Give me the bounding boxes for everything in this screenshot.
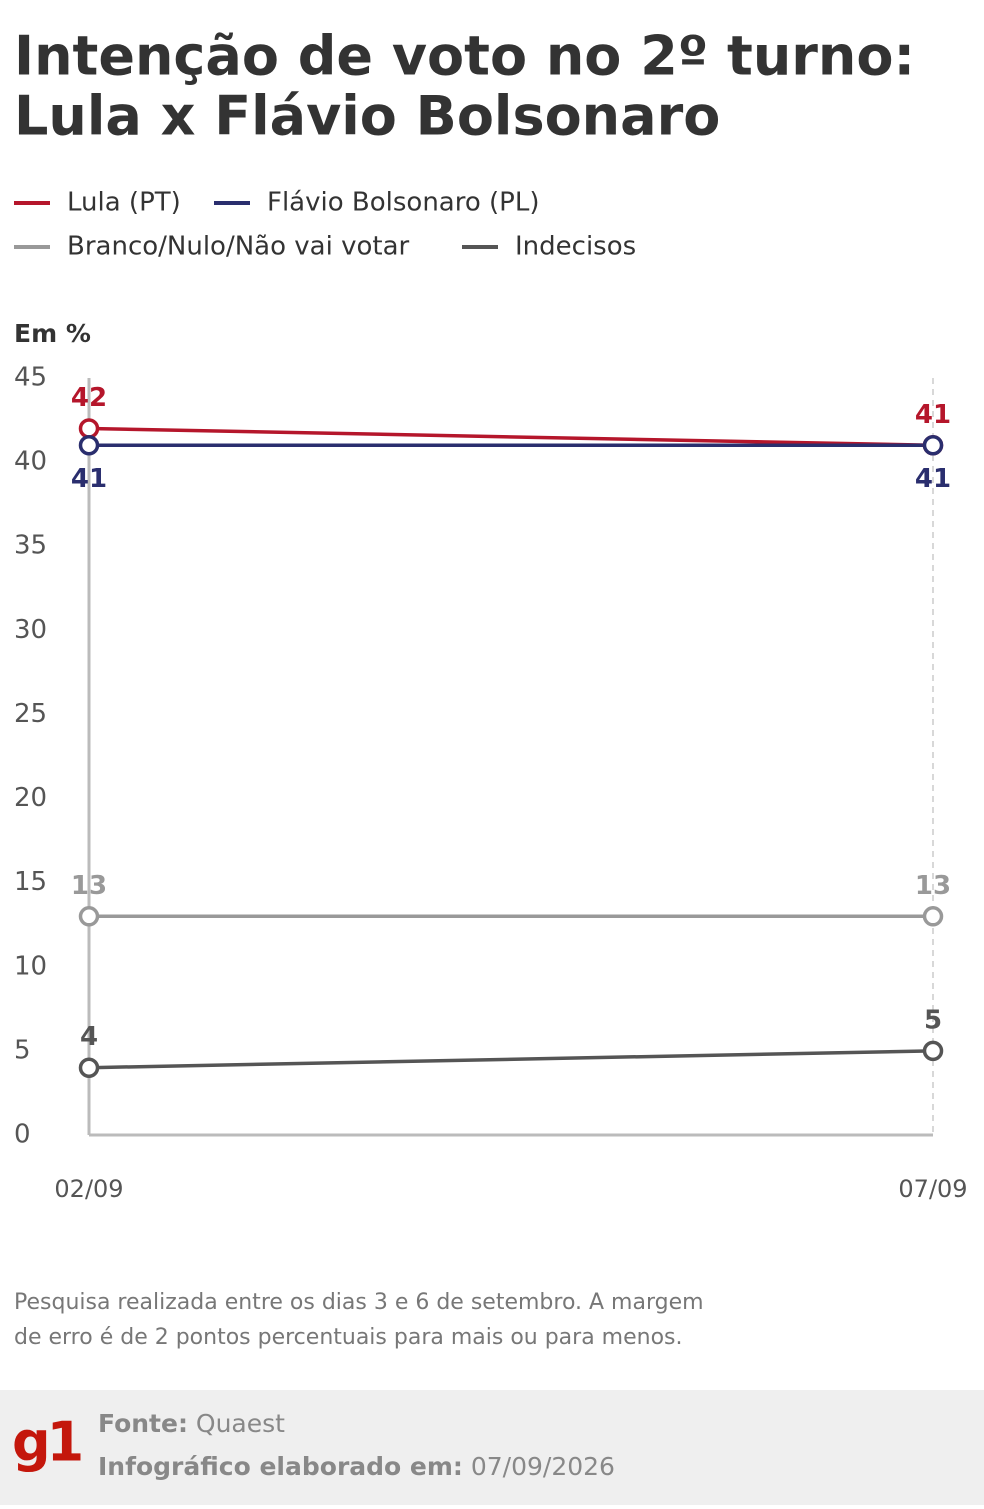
point (78, 435, 100, 456)
y-tick-label: 35 (14, 531, 47, 561)
y-tick-label: 15 (14, 867, 47, 897)
date-label: Infográfico elaborado em: (98, 1452, 463, 1481)
source-value: Quaest (196, 1409, 285, 1438)
legend-label: Lula (PT) (67, 188, 181, 218)
series-line (88, 1049, 934, 1070)
footer-band (0, 1390, 984, 1505)
data-label: 41 (71, 464, 107, 494)
legend-label: Flávio Bolsonaro (PL) (267, 188, 539, 218)
point (78, 1057, 100, 1078)
data-label: 41 (915, 464, 951, 494)
point (922, 1040, 944, 1062)
y-axis-label: Em % (14, 319, 91, 348)
y-tick-label: 20 (14, 783, 47, 813)
data-label: 42 (71, 383, 107, 413)
x-tick-label: 07/09 (898, 1175, 967, 1203)
point (922, 906, 944, 927)
data-label: 41 (915, 400, 951, 430)
series-line (88, 426, 934, 448)
legend-label: Indecisos (515, 232, 636, 262)
x-tick-label: 02/09 (54, 1175, 123, 1203)
data-label: 5 (924, 1005, 942, 1035)
note: de erro é de 2 pontos percentuais para m… (14, 1325, 683, 1350)
data-label: 4 (80, 1022, 98, 1052)
note: Pesquisa realizada entre os dias 3 e 6 d… (14, 1290, 704, 1315)
logo: g1 (12, 1411, 81, 1474)
y-tick-label: 5 (14, 1035, 31, 1065)
chart-title: Intenção de voto no 2º turno: (14, 25, 915, 88)
data-label: 13 (71, 871, 107, 901)
point (78, 906, 100, 927)
y-tick-label: 30 (14, 615, 47, 645)
data-label: 13 (915, 871, 951, 901)
y-tick-label: 10 (14, 951, 47, 981)
legend-label: Branco/Nulo/Não vai votar (67, 232, 410, 262)
y-tick-label: 25 (14, 699, 47, 729)
y-tick-label: 40 (14, 447, 47, 477)
source: Fonte: Quaest (98, 1409, 285, 1438)
point (922, 435, 944, 456)
date-value: 07/09/2026 (471, 1452, 615, 1481)
y-tick-label: 45 (14, 363, 47, 393)
point (78, 418, 100, 439)
y-tick-label: 0 (14, 1120, 31, 1150)
chart-title: Lula x Flávio Bolsonaro (14, 85, 720, 148)
date: Infográfico elaborado em: 07/09/2026 (98, 1452, 615, 1481)
source-label: Fonte: (98, 1409, 188, 1438)
